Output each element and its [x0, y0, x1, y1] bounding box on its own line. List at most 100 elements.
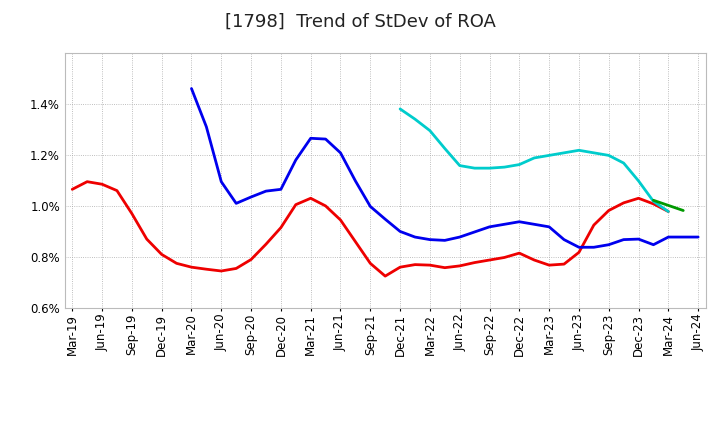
- 5 Years: [351, 178, 360, 183]
- 3 Years: [545, 263, 554, 268]
- 5 Years: [217, 179, 225, 184]
- 7 Years: [500, 165, 509, 170]
- 7 Years: [530, 155, 539, 161]
- 3 Years: [217, 268, 225, 274]
- 7 Years: [396, 106, 405, 112]
- 5 Years: [664, 235, 672, 240]
- Line: 10 Years: 10 Years: [654, 200, 683, 210]
- 3 Years: [351, 239, 360, 244]
- 7 Years: [575, 148, 583, 153]
- 7 Years: [664, 209, 672, 214]
- 3 Years: [396, 264, 405, 270]
- 3 Years: [485, 257, 494, 263]
- 3 Years: [441, 265, 449, 270]
- 10 Years: [664, 203, 672, 208]
- 3 Years: [470, 260, 479, 265]
- 5 Years: [441, 238, 449, 243]
- 3 Years: [232, 266, 240, 271]
- 5 Years: [575, 245, 583, 250]
- 5 Years: [426, 237, 434, 242]
- 10 Years: [679, 208, 688, 213]
- 5 Years: [530, 222, 539, 227]
- 5 Years: [187, 86, 196, 91]
- 5 Years: [500, 222, 509, 227]
- 3 Years: [559, 261, 568, 267]
- 7 Years: [619, 161, 628, 166]
- 3 Years: [112, 188, 121, 193]
- 3 Years: [426, 263, 434, 268]
- 3 Years: [336, 217, 345, 223]
- 3 Years: [292, 202, 300, 207]
- 5 Years: [381, 216, 390, 222]
- 5 Years: [634, 236, 643, 242]
- Line: 5 Years: 5 Years: [192, 88, 698, 247]
- 7 Years: [634, 178, 643, 183]
- 3 Years: [604, 208, 613, 213]
- 3 Years: [455, 263, 464, 268]
- 3 Years: [143, 236, 151, 242]
- 5 Years: [292, 158, 300, 163]
- 5 Years: [202, 124, 211, 129]
- 3 Years: [664, 209, 672, 214]
- 5 Years: [559, 237, 568, 242]
- 3 Years: [158, 252, 166, 257]
- 3 Years: [68, 187, 76, 192]
- 7 Years: [410, 117, 419, 122]
- 3 Years: [172, 260, 181, 266]
- 5 Years: [485, 224, 494, 230]
- 5 Years: [261, 188, 270, 194]
- 7 Years: [426, 128, 434, 133]
- 3 Years: [307, 196, 315, 201]
- 5 Years: [694, 235, 703, 240]
- 7 Years: [545, 153, 554, 158]
- 3 Years: [366, 260, 374, 266]
- 7 Years: [515, 162, 523, 167]
- 3 Years: [261, 242, 270, 247]
- 3 Years: [649, 201, 658, 206]
- 5 Years: [307, 136, 315, 141]
- 7 Years: [485, 165, 494, 171]
- 3 Years: [83, 179, 91, 184]
- 7 Years: [559, 150, 568, 155]
- 5 Years: [604, 242, 613, 247]
- 3 Years: [98, 182, 107, 187]
- Line: 7 Years: 7 Years: [400, 109, 668, 212]
- 3 Years: [247, 257, 256, 262]
- 7 Years: [604, 153, 613, 158]
- 3 Years: [381, 273, 390, 279]
- 5 Years: [321, 136, 330, 142]
- 3 Years: [127, 211, 136, 216]
- 3 Years: [590, 223, 598, 228]
- 10 Years: [649, 198, 658, 203]
- 3 Years: [187, 264, 196, 270]
- 3 Years: [634, 196, 643, 201]
- Text: [1798]  Trend of StDev of ROA: [1798] Trend of StDev of ROA: [225, 13, 495, 31]
- 7 Years: [649, 199, 658, 204]
- 5 Years: [545, 224, 554, 230]
- 3 Years: [276, 225, 285, 230]
- Line: 3 Years: 3 Years: [72, 182, 668, 276]
- 3 Years: [530, 257, 539, 263]
- 3 Years: [321, 203, 330, 209]
- 5 Years: [336, 150, 345, 155]
- 3 Years: [202, 267, 211, 272]
- 3 Years: [410, 262, 419, 267]
- 5 Years: [619, 237, 628, 242]
- 7 Years: [441, 146, 449, 151]
- 5 Years: [515, 219, 523, 224]
- 7 Years: [590, 150, 598, 155]
- 5 Years: [396, 229, 405, 234]
- 7 Years: [470, 165, 479, 171]
- 5 Years: [590, 245, 598, 250]
- 7 Years: [455, 163, 464, 168]
- 3 Years: [575, 250, 583, 255]
- 5 Years: [470, 229, 479, 235]
- 3 Years: [500, 255, 509, 260]
- 5 Years: [455, 235, 464, 240]
- 5 Years: [366, 204, 374, 209]
- 5 Years: [276, 187, 285, 192]
- 5 Years: [232, 201, 240, 206]
- 3 Years: [619, 200, 628, 205]
- 5 Years: [649, 242, 658, 247]
- 5 Years: [247, 194, 256, 200]
